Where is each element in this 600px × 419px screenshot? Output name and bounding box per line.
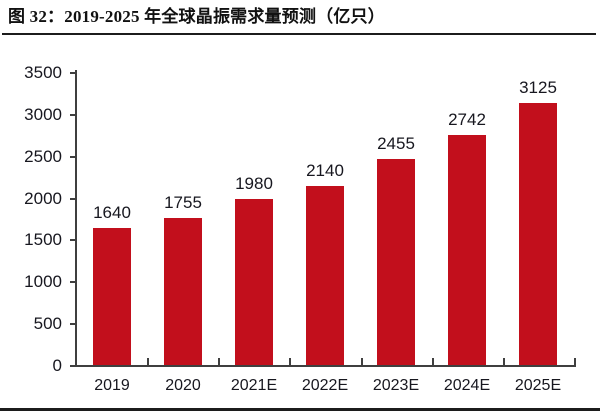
y-axis-tick-label: 1500 — [24, 230, 62, 249]
y-axis-tick — [70, 239, 77, 241]
y-axis-tick — [70, 114, 77, 116]
y-axis-tick-label: 3000 — [24, 105, 62, 124]
chart-title: 图 32：2019-2025 年全球晶振需求量预测（亿只） — [8, 7, 385, 26]
bar-value-label: 3125 — [519, 78, 557, 97]
y-axis-tick — [70, 72, 77, 74]
bar-value-label: 2455 — [377, 134, 415, 153]
x-axis-tick — [432, 358, 434, 365]
x-axis-tick — [289, 358, 291, 365]
bar-value-label: 2140 — [306, 161, 344, 180]
x-axis-category-label: 2023E — [372, 377, 420, 394]
bar-2025E — [519, 103, 557, 365]
x-axis-line — [75, 365, 576, 367]
bar-2021E — [235, 199, 273, 365]
x-axis-tick — [147, 358, 149, 365]
x-axis-tick — [218, 358, 220, 365]
y-axis-tick-label: 1000 — [24, 272, 62, 291]
x-axis-category-label: 2020 — [165, 377, 201, 394]
bar-value-label: 1755 — [164, 193, 202, 212]
title-divider — [2, 33, 596, 35]
y-axis-tick — [70, 281, 77, 283]
y-axis-tick-label: 3500 — [24, 63, 62, 82]
bar-2022E — [306, 186, 344, 365]
y-axis-tick — [70, 365, 77, 367]
y-axis-tick-label: 2000 — [24, 189, 62, 208]
y-axis-tick-label: 2500 — [24, 147, 62, 166]
y-axis-line — [75, 70, 77, 367]
x-axis-category-label: 2022E — [301, 377, 349, 394]
x-axis-tick — [503, 358, 505, 365]
y-axis-tick — [70, 323, 77, 325]
x-axis-category-label: 2024E — [443, 377, 491, 394]
x-axis-category-label: 2025E — [514, 377, 562, 394]
bar-value-label: 2742 — [448, 110, 486, 129]
x-axis-tick — [574, 358, 576, 365]
y-axis-tick — [70, 156, 77, 158]
bar-2019 — [93, 228, 131, 365]
bar-value-label: 1640 — [93, 203, 131, 222]
y-axis-tick-label: 500 — [33, 314, 62, 333]
y-axis-tick-label: 0 — [52, 356, 62, 375]
x-axis-category-label: 2019 — [94, 377, 130, 394]
x-axis-category-label: 2021E — [230, 377, 278, 394]
x-axis-tick — [361, 358, 363, 365]
bar-2023E — [377, 159, 415, 365]
bar-value-label: 1980 — [235, 174, 273, 193]
y-axis-tick — [70, 198, 77, 200]
bar-2024E — [448, 135, 486, 365]
bar-2020 — [164, 218, 202, 365]
bottom-divider — [0, 408, 600, 411]
